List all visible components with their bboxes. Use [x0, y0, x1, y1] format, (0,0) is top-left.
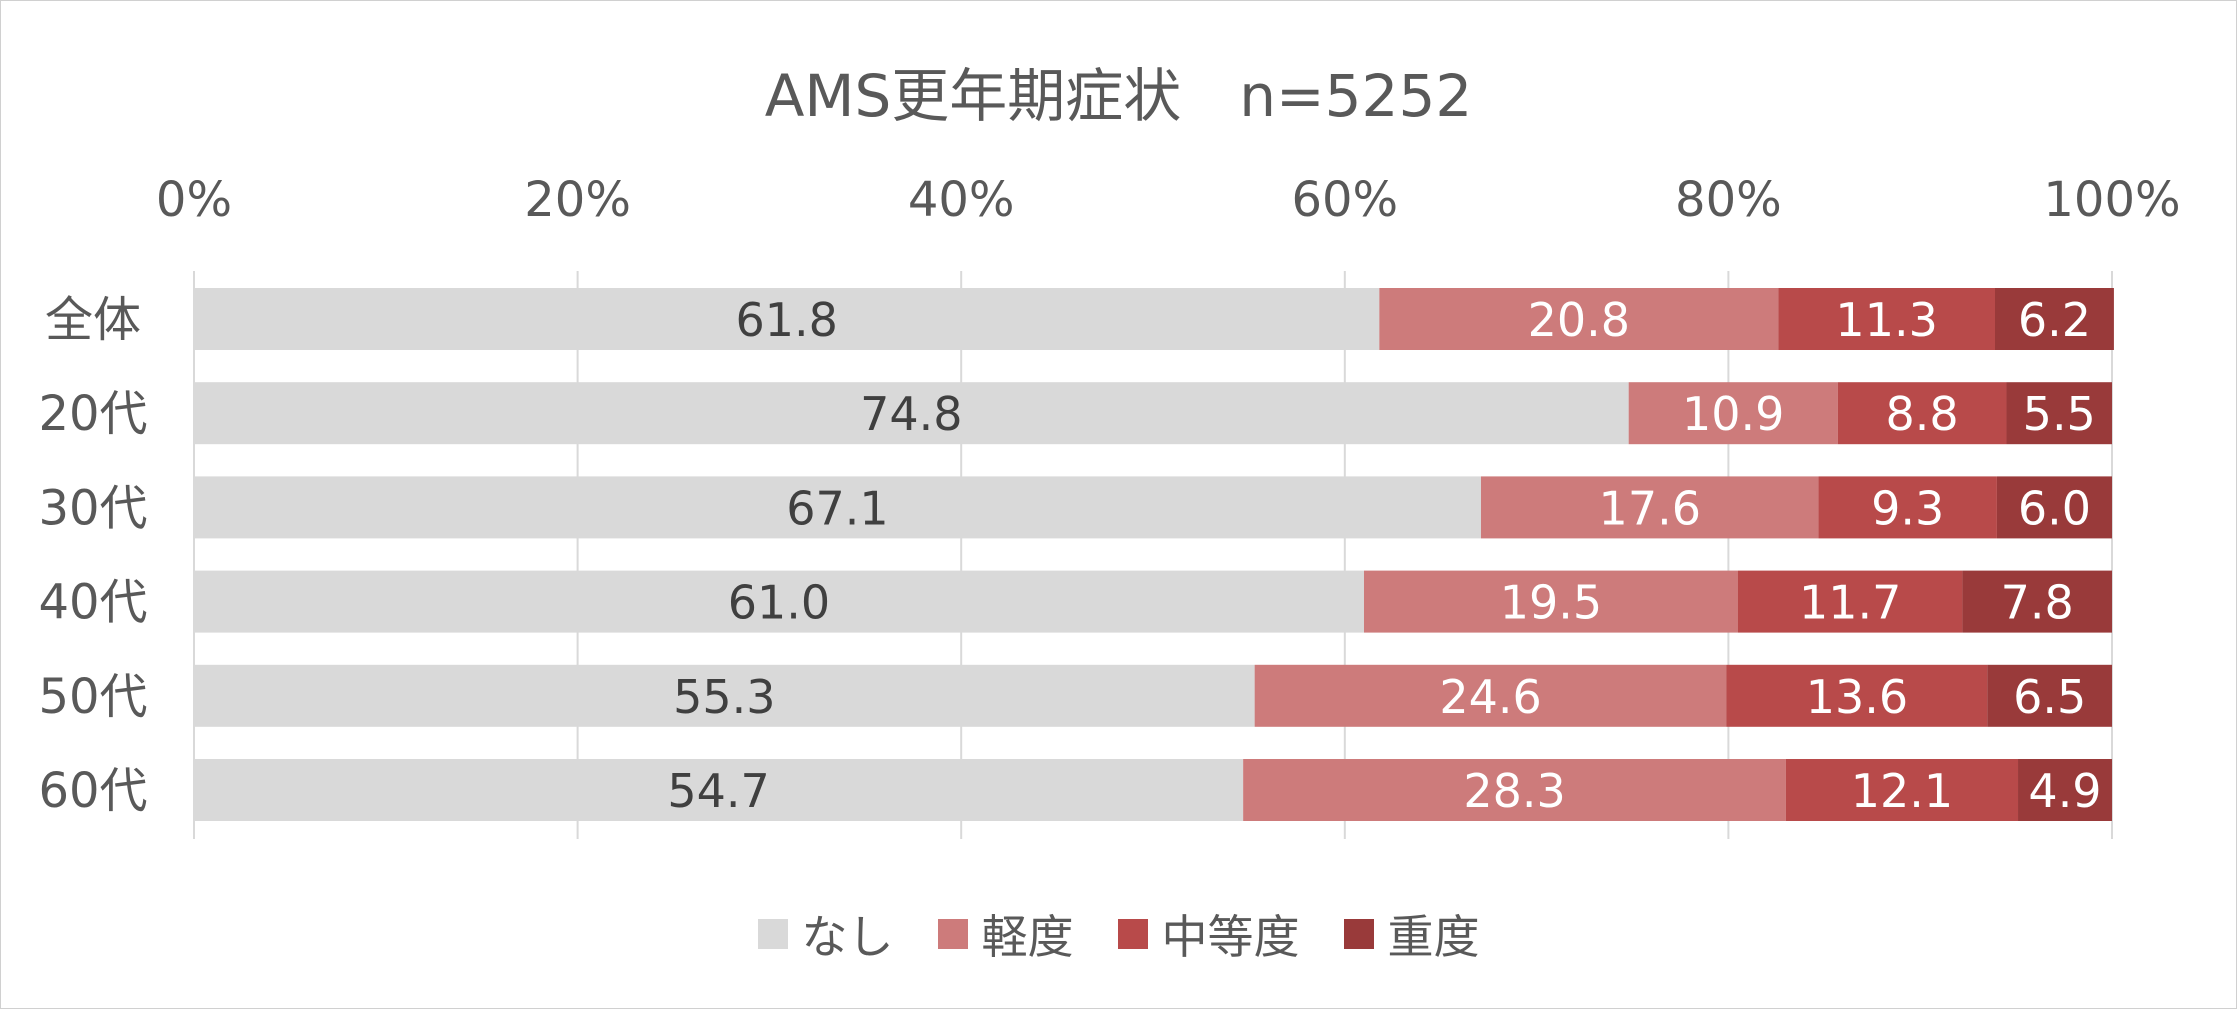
legend-label: 重度: [1387, 910, 1480, 964]
x-tick-label: 40%: [908, 172, 1015, 228]
data-label: 5.5: [2023, 387, 2096, 441]
legend-item: 重度: [1343, 901, 1480, 967]
bars: [194, 288, 2114, 821]
legend-swatch: [1343, 919, 1374, 949]
bar-segment: [194, 382, 1629, 445]
data-label: 61.8: [735, 293, 837, 347]
bar-segment: [2018, 759, 2112, 821]
category-label: 40代: [38, 575, 147, 631]
bar-segment: [1243, 759, 1786, 821]
bar-segment: [1726, 664, 1988, 727]
data-label: 55.3: [673, 670, 775, 724]
x-tick-label: 60%: [1291, 172, 1398, 228]
data-label: 19.5: [1500, 576, 1602, 630]
bar-segment: [1363, 570, 1738, 633]
bar-segment: [1737, 570, 1963, 633]
gridlines: [193, 271, 2113, 839]
data-label: 7.8: [2001, 576, 2074, 630]
category-label: 60代: [38, 763, 147, 819]
data-label: 13.6: [1806, 670, 1908, 724]
bar-segment: [1778, 288, 1996, 350]
x-tick-label: 0%: [156, 172, 232, 228]
data-label: 4.9: [2028, 764, 2101, 818]
legend-item: なし: [757, 901, 894, 967]
data-label: 10.9: [1682, 387, 1784, 441]
legend-label: 中等度: [1161, 910, 1300, 964]
legend-item: 軽度: [937, 901, 1074, 967]
legend-item: 中等度: [1117, 901, 1300, 967]
data-labels: 61.8 20.8 11.3 6.2 74.8 10.9 8.8 5.5 67.1 17.6 9.3…: [667, 293, 2101, 818]
data-label: 67.1: [786, 481, 888, 535]
bar-segment: [1379, 288, 1779, 350]
legend-swatch: [757, 919, 788, 949]
bar-segment: [194, 664, 1255, 727]
data-label: 12.1: [1851, 764, 1953, 818]
x-tick-label: 20%: [524, 172, 631, 228]
data-label: 61.0: [728, 576, 830, 630]
y-axis-categories: 全体 20代 30代 40代 50代 60代: [38, 292, 147, 819]
chart-title: AMS更年期症状 n=5252: [764, 62, 1473, 130]
category-label: 全体: [45, 292, 141, 348]
legend-swatch: [937, 919, 968, 949]
bar-segment: [1785, 759, 2019, 821]
category-label: 30代: [38, 480, 147, 536]
category-label: 20代: [38, 386, 147, 442]
bar-segment: [1254, 664, 1727, 727]
data-label: 54.7: [667, 764, 769, 818]
data-label: 74.8: [860, 387, 962, 441]
x-axis-ticks: 0% 20% 40% 60% 80% 100%: [156, 172, 2181, 228]
data-label: 6.0: [2018, 481, 2091, 535]
bar-segment: [2006, 382, 2112, 445]
data-label: 17.6: [1599, 481, 1701, 535]
data-label: 9.3: [1871, 481, 1944, 535]
data-label: 20.8: [1528, 293, 1630, 347]
data-label: 28.3: [1463, 764, 1565, 818]
bar-segment: [1962, 570, 2112, 633]
bar-segment: [1987, 664, 2112, 727]
x-tick-label: 80%: [1675, 172, 1782, 228]
bar-segment: [1996, 476, 2112, 539]
data-label: 24.6: [1439, 670, 1541, 724]
data-label: 11.3: [1835, 293, 1937, 347]
legend-label: 軽度: [981, 910, 1074, 964]
bar-segment: [1480, 476, 1819, 539]
bar-segment: [194, 759, 1244, 821]
legend-swatch: [1117, 919, 1148, 949]
data-label: 8.8: [1886, 387, 1959, 441]
bar-segment: [1628, 382, 1838, 445]
data-label: 6.2: [2018, 293, 2091, 347]
category-label: 50代: [38, 669, 147, 725]
bar-segment: [1837, 382, 2007, 445]
legend: なし 軽度 中等度 重度: [1, 901, 2236, 967]
bar-segment: [1995, 288, 2114, 350]
data-label: 11.7: [1799, 576, 1901, 630]
bar-segment: [194, 288, 1380, 350]
x-tick-label: 100%: [2043, 172, 2180, 228]
data-label: 6.5: [2013, 670, 2086, 724]
bar-segment: [194, 476, 1481, 539]
bar-segment: [194, 570, 1364, 633]
legend-label: なし: [801, 910, 894, 964]
bar-segment: [1818, 476, 1997, 539]
